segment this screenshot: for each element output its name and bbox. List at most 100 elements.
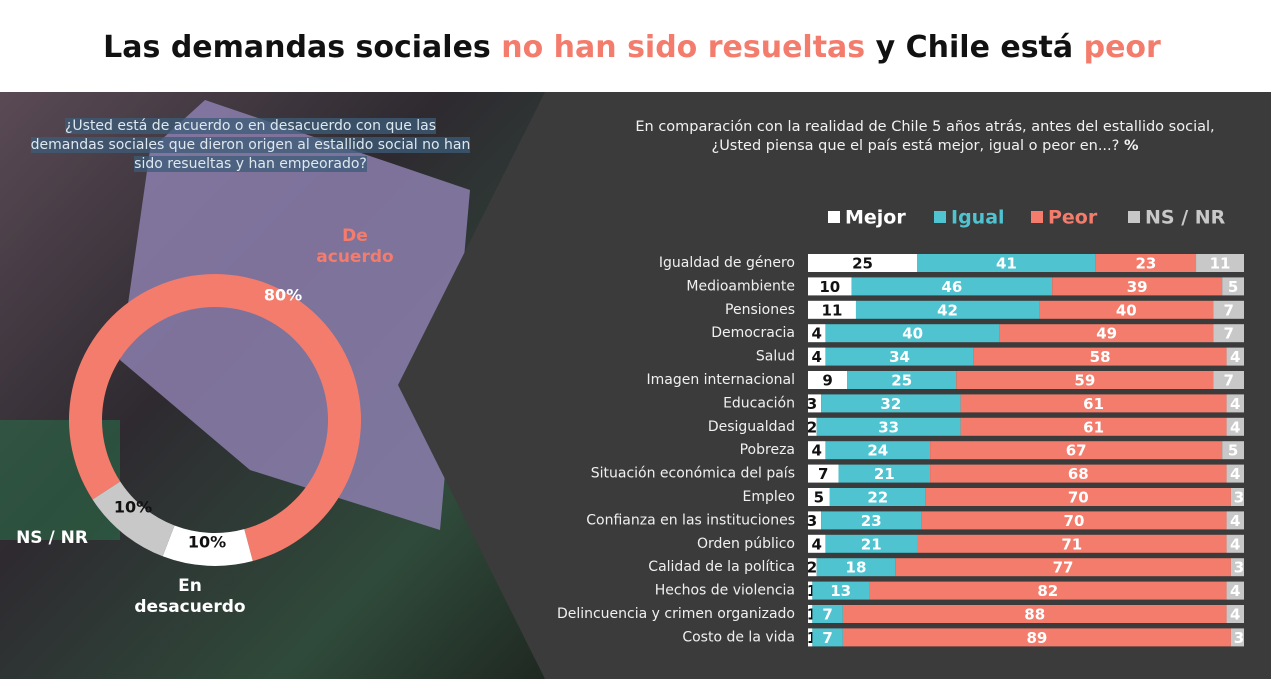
legend-label: NS / NR — [1145, 207, 1226, 229]
bar-segment — [921, 511, 1227, 530]
value-label: 3 — [1234, 629, 1244, 647]
bar-segment — [829, 488, 926, 506]
bar-segment — [960, 417, 1227, 436]
bar-segment — [960, 394, 1227, 413]
legend-label: Mejor — [845, 207, 906, 229]
value-label: 40 — [1116, 301, 1137, 319]
bar-segment — [930, 464, 1227, 483]
value-label: 77 — [1053, 559, 1074, 577]
unit: % — [1123, 138, 1139, 154]
category-label: Medioambiente — [686, 278, 795, 294]
bar-segment — [808, 628, 813, 647]
bar-segment — [812, 628, 843, 647]
legend-swatch — [1031, 211, 1043, 223]
bar-segment — [1052, 277, 1223, 296]
bar-segment — [1226, 417, 1244, 436]
bar-segment — [808, 347, 826, 366]
value-label: 59 — [1074, 372, 1095, 390]
value-label: 25 — [891, 372, 912, 390]
value-label: 21 — [861, 535, 882, 553]
value-label: 80% — [264, 286, 302, 305]
category-label: En desacuerdo — [134, 576, 245, 617]
bar-segment — [1213, 324, 1244, 343]
value-label: 2 — [807, 418, 817, 436]
donut-segment — [92, 481, 175, 557]
value-label: 7 — [818, 465, 828, 483]
value-label: 3 — [807, 395, 817, 413]
category-label: Pensiones — [725, 302, 795, 318]
value-label: 5 — [1228, 278, 1238, 296]
category-label: Salud — [756, 349, 795, 365]
bar-segment — [821, 394, 961, 413]
value-label: 88 — [1024, 606, 1045, 624]
title-part: peor — [1084, 30, 1161, 65]
bar-segment — [1226, 394, 1244, 413]
bar-segment — [1196, 254, 1244, 272]
value-label: 5 — [814, 489, 824, 507]
value-label: 82 — [1037, 582, 1058, 600]
value-label: 70 — [1068, 489, 1089, 507]
value-label: 3 — [807, 512, 817, 530]
value-label: 9 — [822, 372, 832, 390]
category-label: De acuerdo — [316, 226, 393, 267]
value-label: 18 — [846, 559, 867, 577]
value-label: 11 — [822, 301, 843, 319]
category-label-line: acuerdo — [316, 247, 393, 267]
value-label: 4 — [1230, 606, 1240, 624]
category-label: Hechos de violencia — [655, 583, 795, 599]
bar-segment — [808, 558, 817, 577]
bar-segment — [808, 371, 848, 389]
bar-segment — [825, 534, 917, 553]
category-label: Situación económica del país — [591, 466, 795, 482]
bar-segment — [816, 558, 896, 577]
value-label: 25 — [852, 255, 873, 273]
value-label: 3 — [1234, 489, 1244, 507]
value-label: 24 — [867, 442, 888, 460]
value-label: 7 — [1224, 325, 1234, 343]
legend-swatch — [934, 211, 946, 223]
value-label: 3 — [1234, 559, 1244, 577]
value-label: 23 — [861, 512, 882, 530]
bar-segment — [925, 488, 1231, 506]
category-label: Confianza en las instituciones — [586, 512, 795, 528]
value-label: 7 — [822, 629, 832, 647]
bar-segment — [808, 511, 822, 530]
bar-segment — [808, 254, 917, 272]
category-label: Empleo — [743, 489, 795, 505]
bar-segment — [825, 441, 931, 460]
value-label: 7 — [822, 606, 832, 624]
category-label: NS / NR — [16, 528, 88, 548]
legend-label: Igual — [951, 207, 1005, 229]
value-label: 33 — [878, 418, 899, 436]
bar-segment — [973, 347, 1227, 366]
bar-segment — [842, 605, 1227, 623]
category-label: Pobreza — [740, 442, 795, 458]
legend-label: Peor — [1048, 207, 1098, 229]
value-label: 10 — [819, 278, 840, 296]
bar-segment — [1222, 441, 1244, 460]
bar-segment — [825, 324, 1000, 343]
bar-segment — [842, 628, 1231, 647]
value-label: 13 — [830, 582, 851, 600]
bar-segment — [869, 581, 1227, 600]
value-label: 4 — [1230, 395, 1240, 413]
bar-segment — [1039, 300, 1214, 319]
bar-segment — [917, 254, 1096, 272]
bar-segment — [821, 511, 922, 530]
value-label: 1 — [807, 582, 817, 600]
category-label: Calidad de la política — [648, 559, 795, 575]
bar-segment — [1226, 464, 1244, 483]
value-label: 7 — [1224, 301, 1234, 319]
value-label: 4 — [1230, 348, 1240, 366]
value-label: 70 — [1064, 512, 1085, 530]
bar-segment — [825, 347, 974, 366]
value-label: 40 — [902, 325, 923, 343]
bar-segment — [1226, 511, 1244, 530]
bar-segment — [855, 300, 1040, 319]
category-label: Igualdad de género — [659, 255, 795, 271]
legend-swatch — [828, 211, 840, 223]
title-part: Las demandas sociales — [103, 30, 491, 65]
bar-segment — [838, 464, 931, 483]
